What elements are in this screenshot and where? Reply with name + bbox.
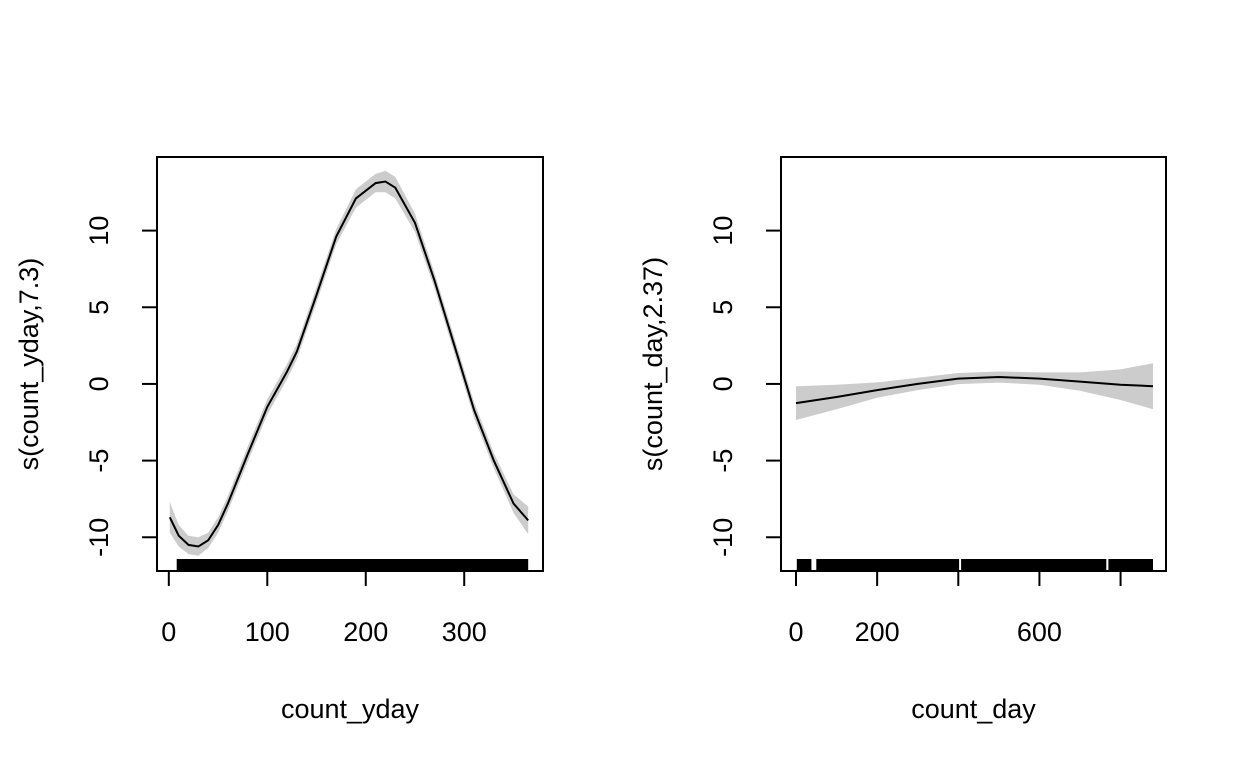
- y-tick-label: -5: [84, 449, 114, 473]
- y-tick-label: 10: [84, 216, 114, 246]
- smooth-line: [168, 180, 529, 548]
- x-tick-label: 200: [855, 617, 900, 647]
- rug-marks: [796, 559, 812, 570]
- y-tick-label: 0: [84, 376, 114, 391]
- rug-marks: [176, 559, 529, 570]
- rug-marks: [961, 559, 1107, 570]
- plot-frame: [156, 156, 544, 572]
- y-axis-title: s(count_day,2.37): [638, 257, 668, 471]
- y-tick-label: -10: [708, 518, 738, 557]
- confidence-band: [169, 170, 529, 556]
- smooth-line: [795, 375, 1154, 405]
- x-tick-label: 300: [442, 617, 487, 647]
- confidence-band: [796, 363, 1153, 420]
- rug-marks: [816, 559, 960, 570]
- plot-frame: [780, 156, 1167, 572]
- x-tick-label: 600: [1017, 617, 1062, 647]
- x-axis-title: count_day: [911, 694, 1036, 724]
- x-axis-title: count_yday: [281, 694, 420, 724]
- y-tick-label: -10: [84, 518, 114, 557]
- y-tick-label: 5: [708, 300, 738, 315]
- rug-marks: [1108, 559, 1153, 570]
- x-tick-label: 0: [788, 617, 803, 647]
- smooth-plot-count-day: 0 200 600 -10 -5 0 5 10 count_day s(count_day,2.3…: [638, 156, 1167, 724]
- x-tick-label: 0: [161, 617, 176, 647]
- y-axis-title: s(count_yday,7.3): [14, 258, 44, 471]
- y-tick-label: 5: [84, 300, 114, 315]
- y-tick-label: 0: [708, 376, 738, 391]
- y-tick-label: -5: [708, 449, 738, 473]
- x-tick-label: 100: [245, 617, 290, 647]
- smooth-plot-count-yday: 0 100 200 300 -10 -5 0 5 10 count_yday s(count_yda…: [14, 156, 544, 724]
- x-tick-label: 200: [343, 617, 388, 647]
- y-tick-label: 10: [708, 216, 738, 246]
